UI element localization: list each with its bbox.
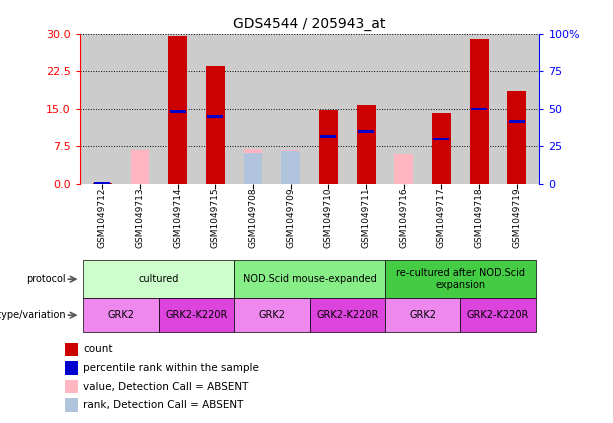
Text: GSM1049710: GSM1049710 <box>324 188 333 248</box>
Bar <box>385 298 460 332</box>
Bar <box>234 260 385 298</box>
Text: GSM1049709: GSM1049709 <box>286 188 295 248</box>
Text: GSM1049714: GSM1049714 <box>173 188 182 248</box>
Bar <box>321 135 337 138</box>
Text: value, Detection Call = ABSENT: value, Detection Call = ABSENT <box>83 382 248 392</box>
Title: GDS4544 / 205943_at: GDS4544 / 205943_at <box>234 17 386 31</box>
Bar <box>94 182 110 184</box>
Text: GRK2-K220R: GRK2-K220R <box>166 310 227 320</box>
Bar <box>310 298 385 332</box>
Text: GSM1049718: GSM1049718 <box>474 188 484 248</box>
Bar <box>508 91 526 184</box>
Text: GSM1049717: GSM1049717 <box>437 188 446 248</box>
Text: count: count <box>83 344 112 354</box>
Bar <box>170 110 186 113</box>
Bar <box>243 149 262 184</box>
Bar <box>358 130 374 133</box>
Text: GSM1049711: GSM1049711 <box>362 188 371 248</box>
Text: GSM1049716: GSM1049716 <box>399 188 408 248</box>
Bar <box>471 108 487 110</box>
Text: GSM1049715: GSM1049715 <box>211 188 220 248</box>
Bar <box>385 260 536 298</box>
Bar <box>319 110 338 184</box>
Bar <box>281 150 300 184</box>
Bar <box>131 150 150 184</box>
Bar <box>243 153 262 184</box>
Bar <box>65 343 78 356</box>
Text: GSM1049712: GSM1049712 <box>98 188 107 248</box>
Bar <box>168 36 187 184</box>
Text: re-cultured after NOD.Scid
expansion: re-cultured after NOD.Scid expansion <box>396 268 525 290</box>
Text: GSM1049719: GSM1049719 <box>512 188 521 248</box>
Text: genotype/variation: genotype/variation <box>0 310 66 320</box>
Bar <box>206 66 225 184</box>
Bar <box>65 398 78 412</box>
Bar <box>83 298 159 332</box>
Text: GRK2: GRK2 <box>108 310 135 320</box>
Text: GSM1049708: GSM1049708 <box>248 188 257 248</box>
Bar <box>65 361 78 375</box>
Bar <box>83 260 234 298</box>
Bar <box>65 380 78 393</box>
Text: percentile rank within the sample: percentile rank within the sample <box>83 363 259 373</box>
Bar <box>432 113 451 184</box>
Text: GRK2: GRK2 <box>409 310 436 320</box>
Bar <box>234 298 310 332</box>
Bar <box>460 298 536 332</box>
Bar <box>357 105 376 184</box>
Bar <box>394 154 413 184</box>
Bar <box>93 183 112 184</box>
Text: GSM1049713: GSM1049713 <box>135 188 145 248</box>
Text: NOD.Scid mouse-expanded: NOD.Scid mouse-expanded <box>243 274 376 284</box>
Bar <box>470 39 489 184</box>
Text: cultured: cultured <box>139 274 179 284</box>
Bar <box>207 115 223 118</box>
Bar <box>159 298 234 332</box>
Bar <box>433 138 449 140</box>
Text: GRK2: GRK2 <box>259 310 286 320</box>
Bar <box>357 157 376 184</box>
Text: GRK2-K220R: GRK2-K220R <box>467 310 529 320</box>
Text: protocol: protocol <box>26 274 66 284</box>
Bar <box>281 151 300 184</box>
Text: rank, Detection Call = ABSENT: rank, Detection Call = ABSENT <box>83 400 243 410</box>
Bar <box>509 120 525 123</box>
Text: GRK2-K220R: GRK2-K220R <box>316 310 378 320</box>
